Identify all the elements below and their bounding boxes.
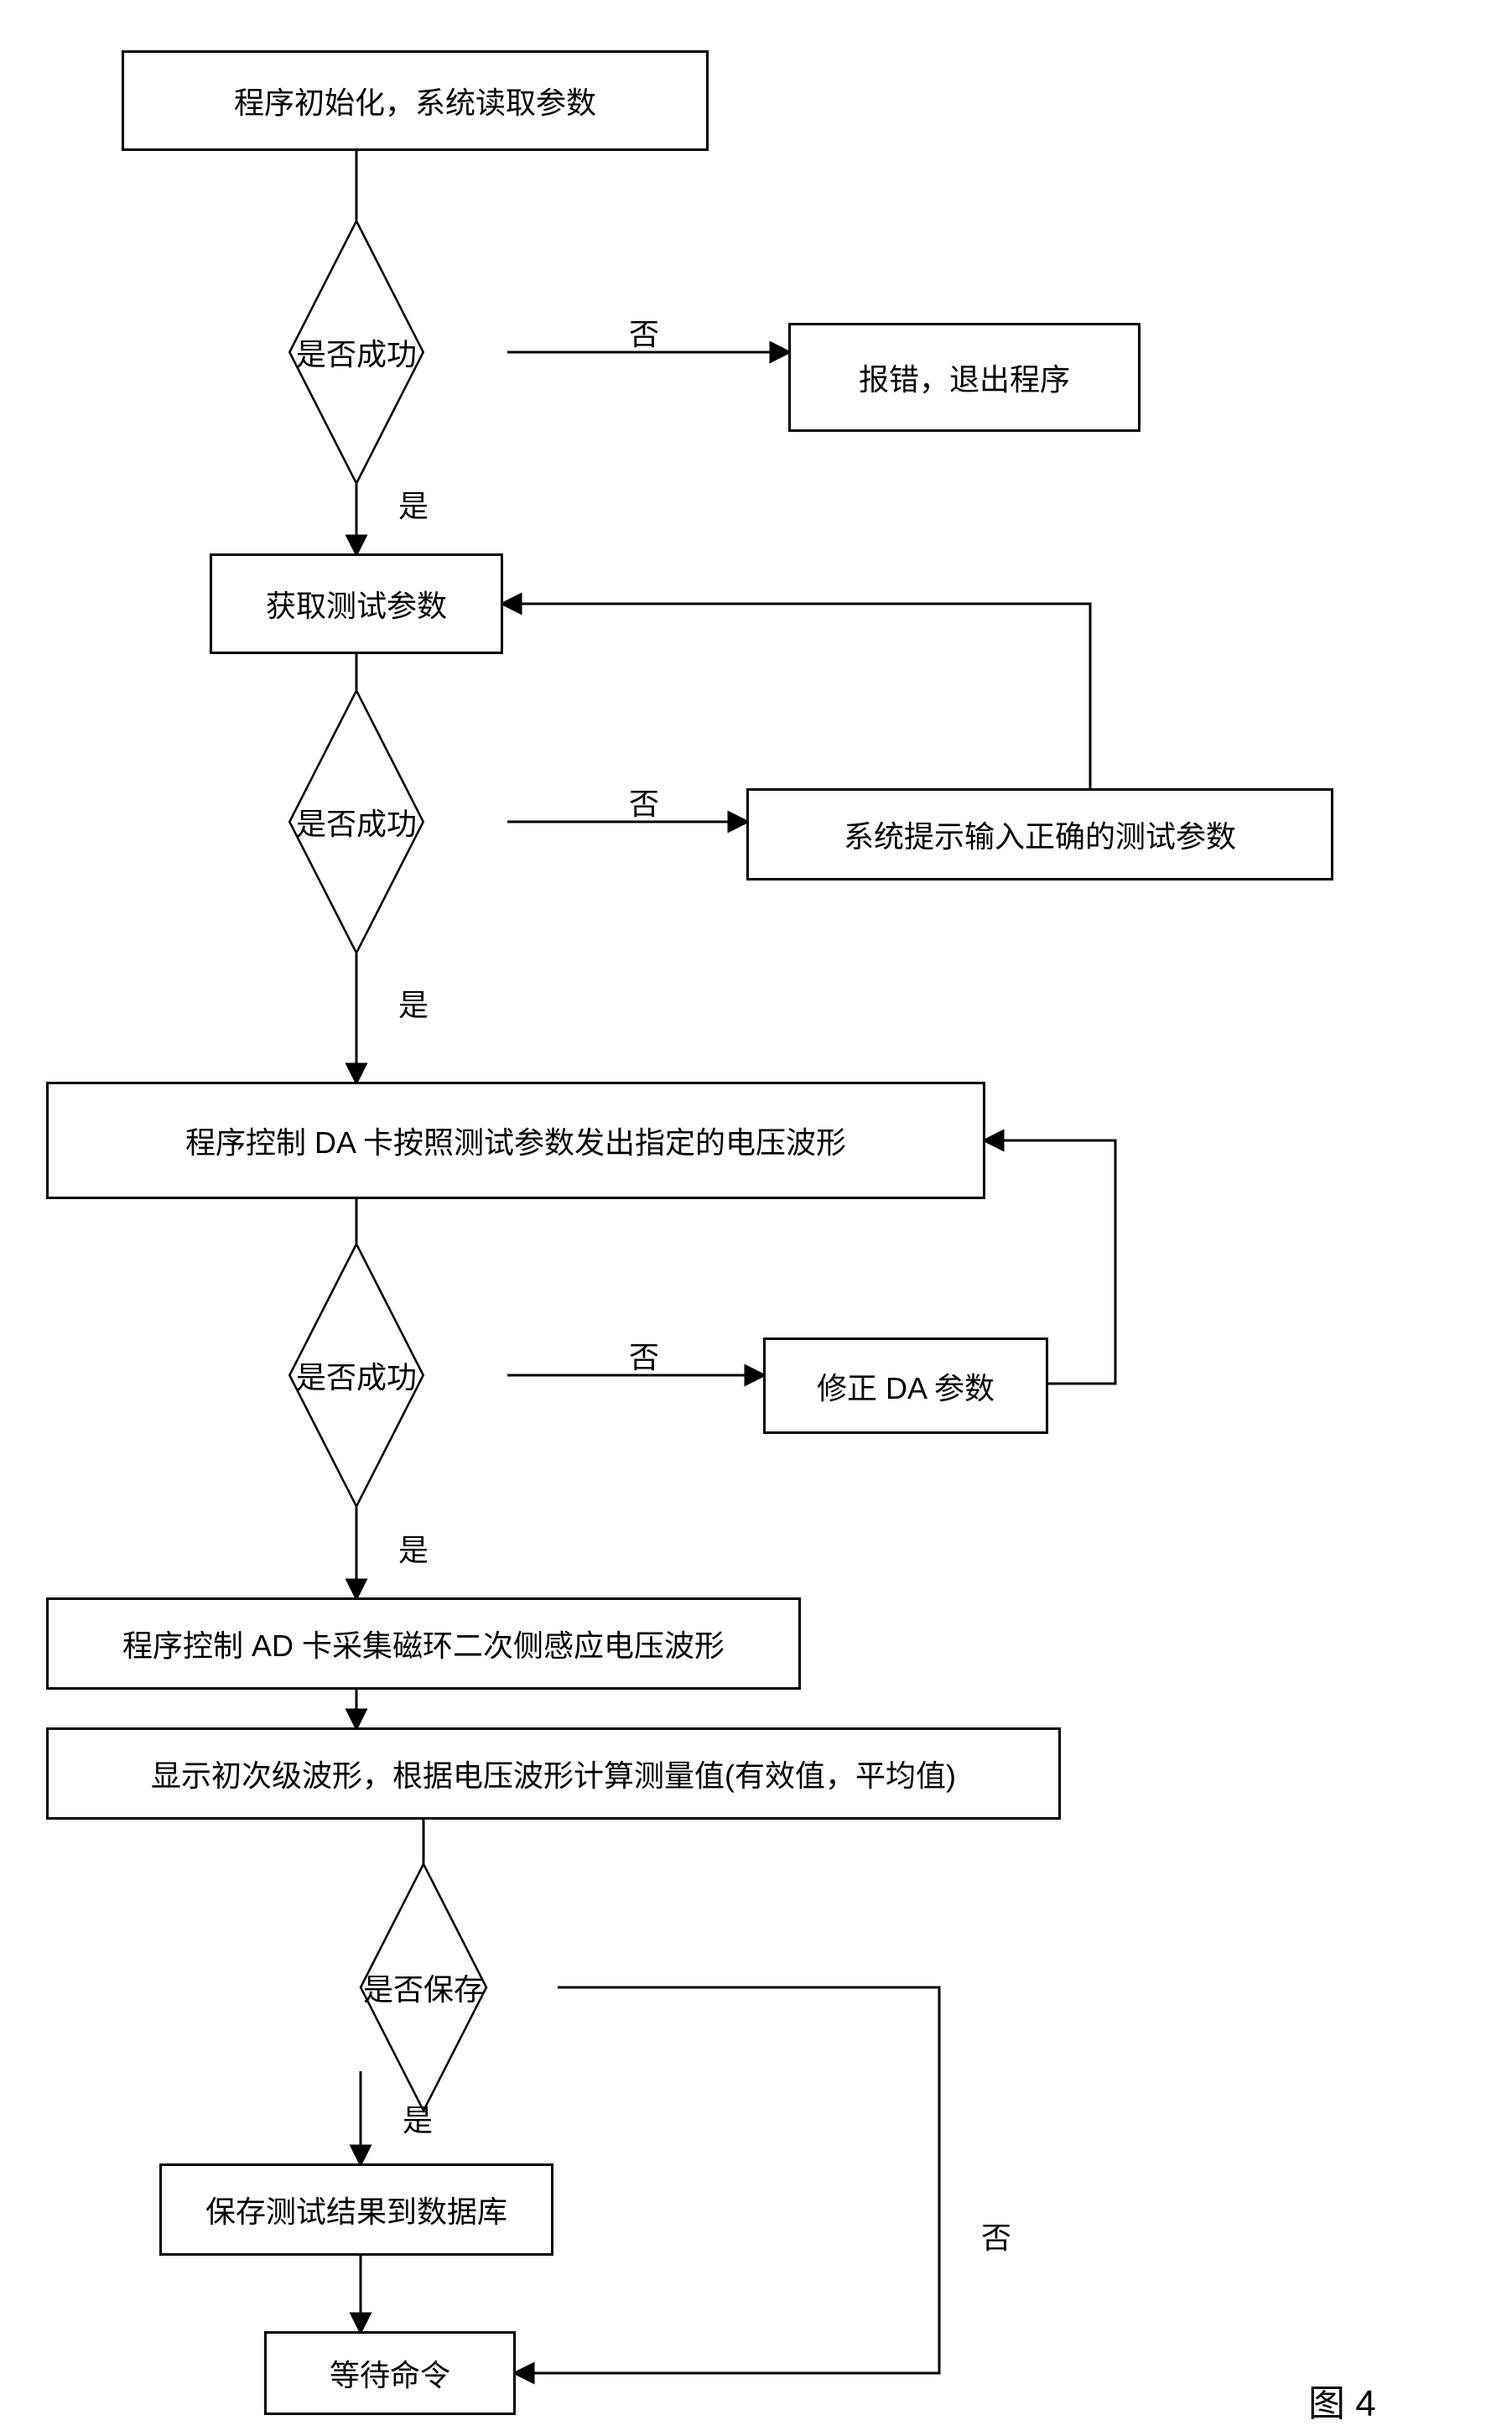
node-d2: 是否成功 xyxy=(285,751,428,893)
node-label: 报错，退出程序 xyxy=(859,356,1070,399)
node-n7: 程序控制 AD 卡采集磁环二次侧感应电压波形 xyxy=(46,1597,801,1690)
node-label: 程序初始化，系统读取参数 xyxy=(234,79,596,122)
edge-label-text: 是 xyxy=(398,1526,429,1570)
edge-label-text: 否 xyxy=(981,2214,1011,2257)
node-d3: 是否成功 xyxy=(285,1304,428,1447)
edge-label-10: 是 xyxy=(398,1526,429,1570)
edge-label-1: 否 xyxy=(629,310,659,354)
edge-label-text: 是 xyxy=(403,2096,433,2140)
edge-label-text: 否 xyxy=(629,780,659,823)
node-n9: 保存测试结果到数据库 xyxy=(159,2163,553,2256)
node-label: 是否成功 xyxy=(296,1353,417,1397)
figure-label: 图 4 xyxy=(1308,2373,1376,2427)
edge-label-text: 否 xyxy=(629,310,659,354)
node-label: 保存测试结果到数据库 xyxy=(205,2188,507,2231)
node-label: 显示初次级波形，根据电压波形计算测量值(有效值，平均值) xyxy=(151,1752,956,1795)
node-label: 等待命令 xyxy=(330,2351,450,2395)
edge-14 xyxy=(516,1987,939,2373)
edge-label-2: 是 xyxy=(398,482,429,526)
edge-label-text: 否 xyxy=(629,1333,659,1377)
node-label: 是否成功 xyxy=(296,800,417,844)
edge-label-14: 否 xyxy=(981,2214,1011,2257)
node-n10: 等待命令 xyxy=(264,2331,516,2415)
edges-layer xyxy=(0,0,1512,2436)
edge-label-8: 否 xyxy=(629,1333,659,1377)
node-label: 是否保存 xyxy=(363,1966,484,2009)
node-d4: 是否保存 xyxy=(356,1920,491,2054)
node-label: 系统提示输入正确的测试参数 xyxy=(844,813,1236,856)
edge-label-text: 是 xyxy=(398,981,429,1025)
node-label: 获取测试参数 xyxy=(266,582,447,626)
edge-label-13: 是 xyxy=(403,2096,433,2140)
node-label: 修正 DA 参数 xyxy=(817,1364,995,1408)
flowchart-canvas: 程序初始化，系统读取参数是否成功报错，退出程序获取测试参数是否成功系统提示输入正… xyxy=(0,0,1512,2436)
node-n5: 程序控制 DA 卡按照测试参数发出指定的电压波形 xyxy=(46,1082,985,1199)
node-n4: 系统提示输入正确的测试参数 xyxy=(746,788,1333,880)
node-n6: 修正 DA 参数 xyxy=(763,1337,1048,1434)
edge-label-4: 否 xyxy=(629,780,659,823)
edge-label-text: 是 xyxy=(398,482,429,526)
node-label: 程序控制 AD 卡采集磁环二次侧感应电压波形 xyxy=(122,1622,725,1665)
node-label: 程序控制 DA 卡按照测试参数发出指定的电压波形 xyxy=(185,1119,846,1162)
edge-label-6: 是 xyxy=(398,981,429,1025)
node-n3: 获取测试参数 xyxy=(210,553,503,654)
node-n8: 显示初次级波形，根据电压波形计算测量值(有效值，平均值) xyxy=(46,1727,1061,1820)
edge-5 xyxy=(503,604,1090,788)
node-n1: 程序初始化，系统读取参数 xyxy=(122,50,709,151)
figure-label-text: 图 4 xyxy=(1308,2383,1376,2424)
node-label: 是否成功 xyxy=(296,330,417,374)
node-n2: 报错，退出程序 xyxy=(788,323,1140,432)
node-d1: 是否成功 xyxy=(285,281,428,423)
